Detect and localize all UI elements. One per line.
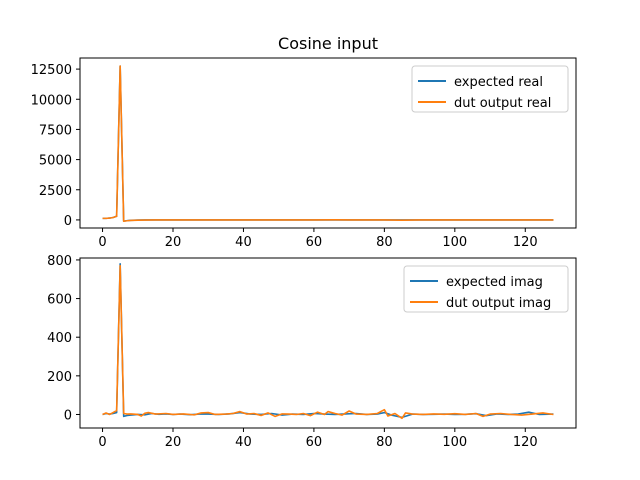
axes-frame [79,257,577,429]
legend-label: dut output real [454,96,551,111]
x-tick-label: 20 [165,235,182,250]
y-tick-label: 7500 [39,123,72,138]
legend-label: dut output imag [446,296,551,311]
y-tick-label: 400 [47,331,72,346]
legend-label: expected imag [446,275,543,290]
y-tick-label: 2500 [39,184,72,199]
y-tick-label: 10000 [31,93,72,108]
x-tick-label: 0 [98,435,106,450]
x-tick-label: 100 [442,235,467,250]
x-tick-label: 80 [376,435,393,450]
x-tick-label: 60 [306,435,323,450]
x-tick-label: 20 [165,435,182,450]
axes-frame [79,57,577,229]
x-tick-label: 80 [376,235,393,250]
x-tick-label: 120 [513,435,538,450]
legend-label: expected real [454,75,543,90]
top-subplot-real: 0 20 40 60 80 100 120 0 2500 5000 7500 10000 12500 ex… [31,57,577,250]
y-tick-label: 800 [47,254,72,269]
legend-box [411,65,569,113]
y-tick-label: 200 [47,370,72,385]
y-tick-label: 0 [64,214,72,229]
bottom-subplot-imag: 0 20 40 60 80 100 120 0 200 400 600 800 expected ima… [47,254,577,450]
series-line-dut-output-imag [102,264,554,420]
x-tick-label: 100 [442,435,467,450]
y-tick-label: 5000 [39,154,72,169]
x-tick-label: 40 [235,235,252,250]
y-tick-label: 0 [64,408,72,423]
x-tick-label: 120 [513,235,538,250]
x-tick-label: 40 [235,435,252,450]
y-tick-label: 600 [47,293,72,308]
x-tick-label: 60 [306,235,323,250]
legend: expected real dut output real [411,65,569,113]
legend: expected imag dut output imag [403,265,569,313]
series-line-dut-output-real [102,65,554,223]
y-tick-label: 12500 [31,63,72,78]
chart-title: Cosine input [278,34,378,53]
legend-box [403,265,569,313]
x-tick-label: 0 [98,235,106,250]
